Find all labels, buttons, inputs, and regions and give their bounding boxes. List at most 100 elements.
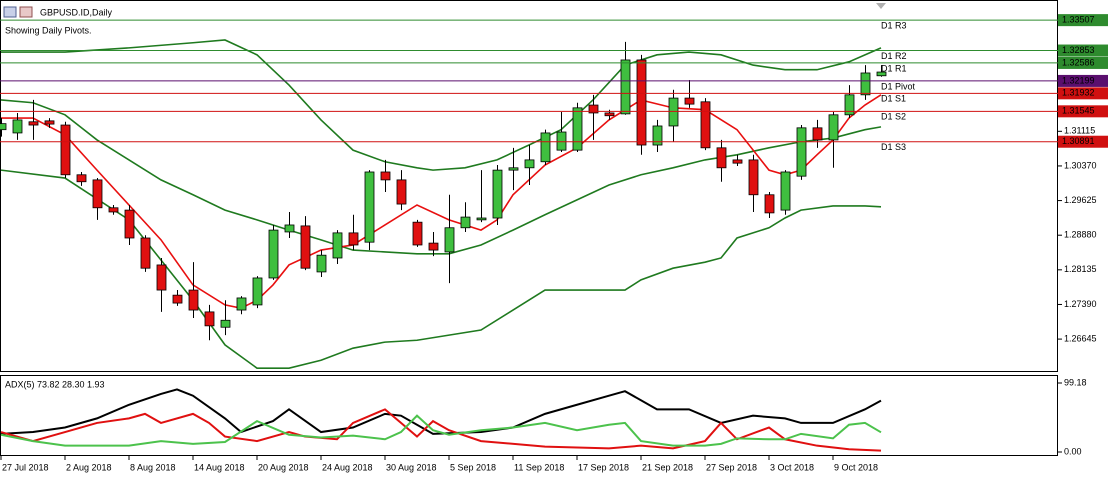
candle-body [508, 167, 519, 171]
candle-body [44, 120, 55, 125]
candle-body [476, 217, 487, 221]
candle-body [348, 232, 359, 246]
candle-body [828, 114, 839, 141]
candle-body [172, 294, 183, 304]
candle-body [524, 159, 535, 169]
price-label-box [1058, 105, 1108, 118]
pivot-name: D1 S1 [881, 94, 906, 104]
candle-body [876, 71, 887, 77]
pivot-name: D1 R3 [881, 21, 907, 31]
price-label: 1.32853 [1062, 45, 1095, 55]
candle-body [396, 179, 407, 205]
candle-body [60, 124, 71, 176]
price-label: 1.32586 [1062, 57, 1095, 67]
chart-title: GBPUSD.ID,Daily [40, 7, 113, 17]
candle-body [204, 311, 215, 327]
candle-body [572, 107, 583, 151]
candle-body [764, 194, 775, 214]
y-tick-label: 0.00 [1064, 446, 1082, 456]
y-tick-label: 1.26645 [1064, 333, 1097, 343]
pivot-name: D1 R2 [881, 51, 907, 61]
candle-body [748, 159, 759, 196]
adx-line [0, 408, 882, 452]
x-tick-label: 24 Aug 2018 [322, 462, 373, 472]
candle-body [492, 169, 503, 219]
candle-body [220, 319, 231, 328]
price-label: 1.33507 [1062, 15, 1095, 25]
candle-body [124, 209, 135, 239]
indicator-line [0, 169, 882, 369]
price-label: 1.31932 [1062, 88, 1095, 98]
x-tick-label: 30 Aug 2018 [386, 462, 437, 472]
x-tick-label: 5 Sep 2018 [450, 462, 496, 472]
candle-body [284, 224, 295, 233]
candle-body [300, 225, 311, 269]
adx-line [0, 414, 882, 447]
candle-body [844, 94, 855, 116]
candle-body [108, 207, 119, 213]
candle-body [12, 119, 23, 134]
x-tick-label: 20 Aug 2018 [258, 462, 309, 472]
price-label-box [1058, 87, 1108, 100]
x-tick-label: 27 Sep 2018 [706, 462, 757, 472]
candle-body [188, 289, 199, 311]
pivot-name: D1 Pivot [881, 81, 916, 91]
candle-body [332, 232, 343, 259]
price-label: 1.31545 [1062, 106, 1095, 116]
adx-title: ADX(5) 73.82 28.30 1.93 [5, 379, 105, 389]
candle-body [700, 101, 711, 149]
x-tick-label: 14 Aug 2018 [194, 462, 245, 472]
candle-body [796, 127, 807, 177]
candle-body [460, 216, 471, 229]
candle-body [604, 112, 615, 117]
chart-subtitle: Showing Daily Pivots. [5, 25, 92, 35]
candle-body [732, 159, 743, 164]
candle-body [28, 121, 39, 126]
candle-body [76, 174, 87, 183]
candle-body [812, 127, 823, 141]
pivot-name: D1 S3 [881, 142, 906, 152]
price-label: 1.32199 [1062, 75, 1095, 85]
price-label-box [1058, 14, 1108, 27]
candle-body [668, 97, 679, 127]
candle-body [428, 242, 439, 251]
x-tick-label: 27 Jul 2018 [2, 462, 49, 472]
candle-body [156, 264, 167, 291]
symbol-icon [3, 6, 33, 18]
candle-body [556, 131, 567, 151]
adx-line [0, 388, 882, 435]
price-label-box [1058, 44, 1108, 57]
y-tick-label: 1.30370 [1064, 160, 1097, 170]
x-tick-label: 9 Oct 2018 [834, 462, 878, 472]
price-label-box [1058, 135, 1108, 148]
y-tick-label: 1.31115 [1064, 126, 1095, 136]
shift-marker [876, 3, 886, 9]
candle-body [636, 59, 647, 146]
y-tick-label: 1.29625 [1064, 195, 1097, 205]
candle-body [380, 171, 391, 181]
x-tick-label: 21 Sep 2018 [642, 462, 693, 472]
candle-body [620, 59, 631, 115]
candle-body [236, 297, 247, 311]
y-tick-label: 1.27390 [1064, 299, 1097, 309]
candle-body [316, 254, 327, 273]
y-tick-label: 99.18 [1064, 377, 1087, 387]
candle-body [540, 132, 551, 163]
price-label-box [1058, 56, 1108, 69]
candle-body [0, 123, 7, 131]
pivot-name: D1 S2 [881, 112, 906, 122]
y-tick-label: 1.28880 [1064, 230, 1097, 240]
candle-body [860, 72, 871, 96]
candle-body [588, 104, 599, 114]
x-tick-label: 17 Sep 2018 [578, 462, 629, 472]
candle-body [652, 125, 663, 146]
candle-body [716, 147, 727, 169]
candle-body [252, 277, 263, 306]
candle-body [412, 221, 423, 246]
candle-body [684, 97, 695, 105]
pivot-name: D1 R1 [881, 63, 907, 73]
candle-body [364, 171, 375, 243]
candle-body [268, 229, 279, 279]
